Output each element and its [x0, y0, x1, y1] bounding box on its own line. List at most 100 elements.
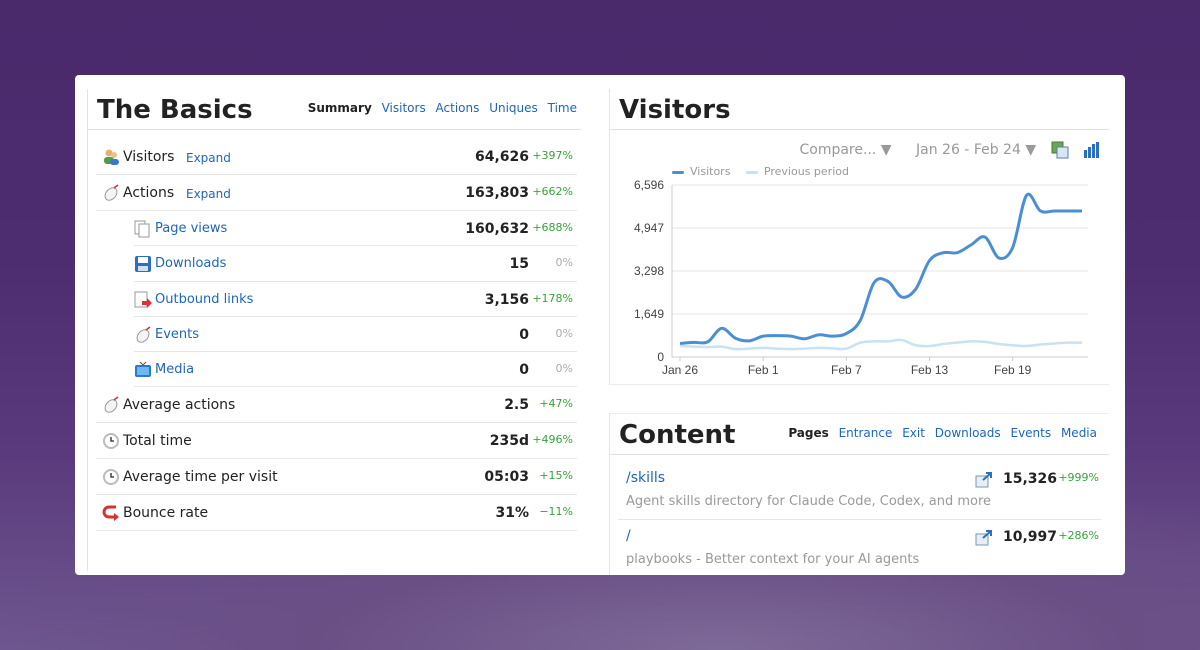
metric-link-downloads[interactable]: Downloads: [155, 256, 227, 272]
metric-change: +397%: [532, 149, 573, 162]
date-range-dropdown[interactable]: Jan 26 - Feb 24 ▼: [916, 142, 1037, 158]
series-line-visitors: [679, 192, 1082, 345]
tab-events[interactable]: Events: [1010, 426, 1052, 440]
metric-change: 0%: [555, 362, 573, 376]
tab-entrance[interactable]: Entrance: [838, 426, 893, 440]
metric-row-average-time: Average time per visit 05:03 +15%: [96, 459, 577, 496]
x-tick-label: Jan 26: [662, 363, 698, 377]
metric-label: Visitors: [123, 149, 175, 165]
title-divider: [88, 129, 581, 130]
content-path-link[interactable]: /: [626, 528, 631, 544]
x-tick-label: Feb 19: [994, 363, 1032, 377]
metric-row-page-views: Page views 160,632 +688%: [134, 211, 577, 247]
x-tick-label: Feb 7: [831, 363, 862, 377]
metric-value: 0: [519, 362, 529, 379]
legend-label: Visitors: [690, 165, 731, 178]
events-icon: [136, 326, 151, 343]
metric-label: Actions: [123, 185, 175, 201]
metric-value: 31%: [495, 505, 529, 522]
content-value: 15,326: [1002, 471, 1057, 487]
metric-row-events: Events 0 0%: [134, 317, 577, 353]
visitors-icon: [104, 149, 119, 165]
metric-value: 160,632: [465, 221, 529, 237]
open-link-icon[interactable]: [975, 530, 993, 546]
expand-visitors-link[interactable]: Expand: [186, 151, 231, 165]
legend-label: Previous period: [763, 165, 849, 178]
visitors-line-chart[interactable]: 0 1,649 3,298 4,947 6,596 Jan 26 Feb 1 Feb 7 Feb…: [610, 179, 1110, 379]
title-divider: [610, 454, 1109, 455]
metric-value: 0: [519, 326, 529, 343]
visitors-title: Visitors: [619, 95, 731, 125]
bar-chart-icon[interactable]: [1083, 141, 1101, 159]
tab-exit[interactable]: Exit: [902, 426, 925, 440]
legend-swatch: [745, 170, 758, 174]
metric-link-outbound-links[interactable]: Outbound links: [155, 291, 254, 307]
metric-row-actions: Actions Expand 163,803 +662%: [96, 175, 577, 211]
tab-pages[interactable]: Pages: [788, 426, 829, 440]
metric-link-events[interactable]: Events: [155, 326, 200, 342]
tab-uniques[interactable]: Uniques: [489, 101, 538, 115]
content-description: Agent skills directory for Claude Code, …: [626, 494, 992, 509]
metric-link-page-views[interactable]: Page views: [155, 221, 228, 236]
y-tick-label: 6,596: [634, 179, 664, 192]
legend-item-visitors[interactable]: Visitors: [672, 165, 730, 178]
metric-row-downloads: Downloads 15 0%: [134, 246, 577, 282]
metric-value: 3,156: [484, 291, 529, 308]
tab-actions[interactable]: Actions: [435, 101, 480, 115]
metric-label: Bounce rate: [123, 505, 209, 522]
chart-controls: Compare... ▼ Jan 26 - Feb 24 ▼: [799, 141, 1101, 159]
content-widget: Content Pages Entrance Exit Downloads Ev…: [609, 413, 1109, 575]
visitors-widget: Visitors Compare... ▼ Jan 26 - Feb 24 ▼ …: [609, 89, 1109, 385]
content-change: +286%: [1058, 529, 1099, 542]
metric-label: Average time per visit: [123, 469, 278, 486]
dashboard-panel: The Basics Summary Visitors Actions Uniq…: [75, 75, 1125, 575]
content-title: Content: [619, 420, 736, 450]
metric-change: +662%: [532, 185, 573, 198]
content-change: +999%: [1058, 471, 1099, 484]
tab-media[interactable]: Media: [1060, 426, 1097, 440]
tab-visitors[interactable]: Visitors: [381, 101, 426, 115]
metric-change: −11%: [539, 505, 573, 519]
metric-value: 05:03: [484, 469, 529, 486]
content-row: /skills Agent skills directory for Claud…: [618, 462, 1101, 520]
average-actions-icon: [104, 396, 119, 414]
export-image-icon[interactable]: [1051, 141, 1069, 159]
basics-rows: Visitors Expand 64,626 +397% Actions Exp…: [96, 139, 577, 532]
x-tick-label: Feb 1: [748, 363, 779, 377]
chart-legend: Visitors Previous period: [672, 165, 861, 178]
expand-actions-link[interactable]: Expand: [186, 187, 231, 201]
metric-change: +496%: [532, 433, 573, 447]
content-path-link[interactable]: /skills: [626, 470, 666, 486]
series-line-previous-period: [679, 338, 1083, 351]
media-icon: [135, 361, 151, 378]
metric-change: +688%: [532, 221, 573, 234]
metric-row-total-time: Total time 235d +496%: [96, 423, 577, 460]
content-value: 10,997: [1002, 529, 1057, 545]
open-link-icon[interactable]: [975, 472, 993, 488]
tab-time[interactable]: Time: [547, 101, 577, 115]
metric-value: 15: [509, 256, 529, 273]
clock-icon: [103, 433, 119, 450]
tab-downloads[interactable]: Downloads: [934, 426, 1001, 440]
downloads-icon: [135, 256, 151, 273]
actions-icon: [104, 184, 119, 201]
compare-dropdown[interactable]: Compare... ▼: [799, 142, 892, 158]
content-tabs: Pages Entrance Exit Downloads Events Med…: [782, 426, 1097, 440]
metric-change: +178%: [532, 291, 573, 305]
metric-row-visitors: Visitors Expand 64,626 +397%: [96, 139, 577, 175]
metric-value: 2.5: [504, 397, 529, 414]
content-description: playbooks - Better context for your AI a…: [626, 552, 920, 567]
metric-link-media[interactable]: Media: [155, 362, 195, 378]
y-tick-label: 0: [657, 350, 664, 364]
legend-item-previous[interactable]: Previous period: [745, 165, 849, 178]
tab-summary[interactable]: Summary: [307, 101, 372, 115]
metric-change: +47%: [539, 397, 573, 411]
y-tick-label: 4,947: [634, 221, 664, 235]
basics-widget: The Basics Summary Visitors Actions Uniq…: [87, 89, 581, 571]
metric-row-media: Media 0 0%: [134, 352, 577, 388]
clock-icon: [103, 469, 119, 486]
outbound-links-icon: [134, 291, 152, 308]
y-tick-label: 1,649: [634, 307, 664, 321]
metric-row-average-actions: Average actions 2.5 +47%: [96, 387, 577, 424]
metric-change: 0%: [555, 256, 573, 270]
